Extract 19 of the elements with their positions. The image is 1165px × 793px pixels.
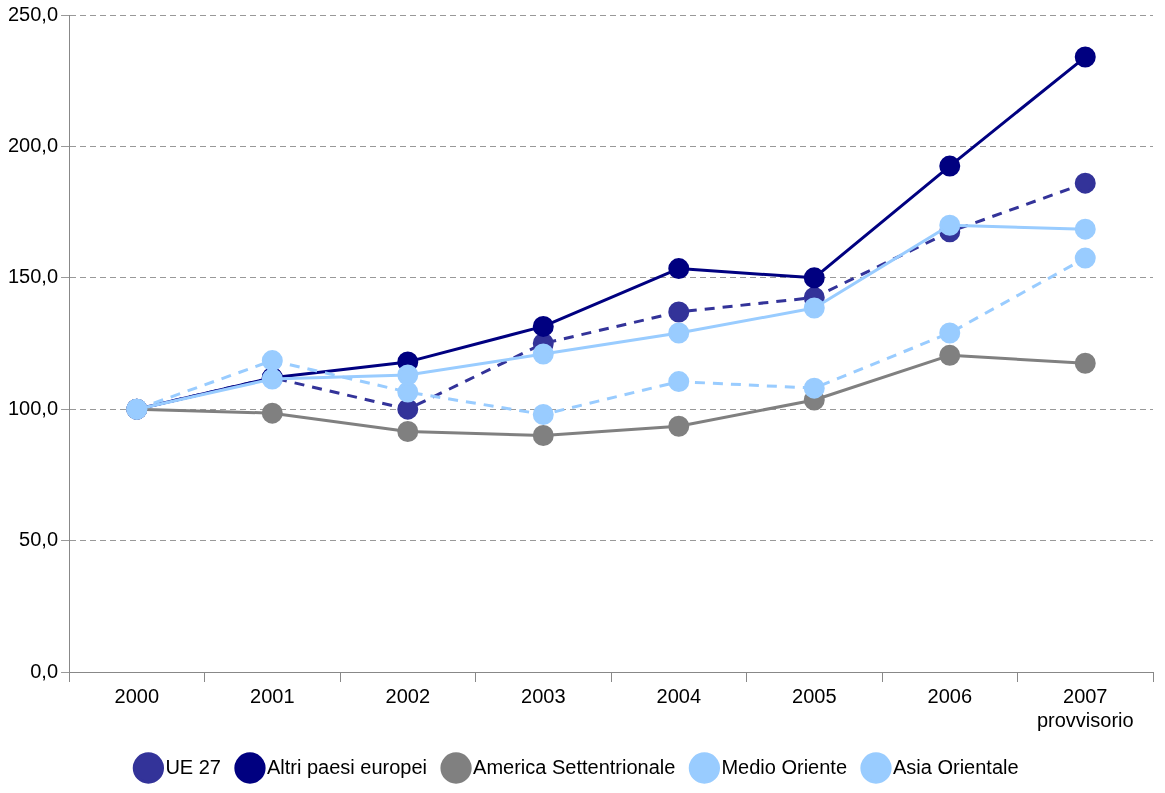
y-tick-label: 250,0 xyxy=(7,2,59,25)
legend-label: Medio Oriente xyxy=(721,755,848,778)
legend-label: Altri paesi europei xyxy=(266,755,428,778)
x-tick-label: 2005 xyxy=(792,684,837,707)
legend-label: America Settentrionale xyxy=(473,755,676,778)
legend-label: Asia Orientale xyxy=(893,755,1019,778)
y-tick-label: 0,0 xyxy=(30,659,59,682)
x-tick-label: 2003 xyxy=(521,684,566,707)
x-tick-label: 2001 xyxy=(250,684,295,707)
x-tick-label: 2004 xyxy=(656,684,702,707)
x-tick-label: 2007 provvisorio xyxy=(1036,684,1134,731)
x-tick-label: 2000 xyxy=(114,684,160,707)
y-tick-label: 100,0 xyxy=(7,396,59,419)
x-tick-label: 2006 xyxy=(927,684,973,707)
legend-label: UE 27 xyxy=(165,755,221,778)
y-tick-label: 200,0 xyxy=(7,133,59,156)
y-tick-label: 150,0 xyxy=(7,265,59,288)
y-tick-label: 50,0 xyxy=(19,528,59,551)
x-tick-label: 2002 xyxy=(385,684,431,707)
